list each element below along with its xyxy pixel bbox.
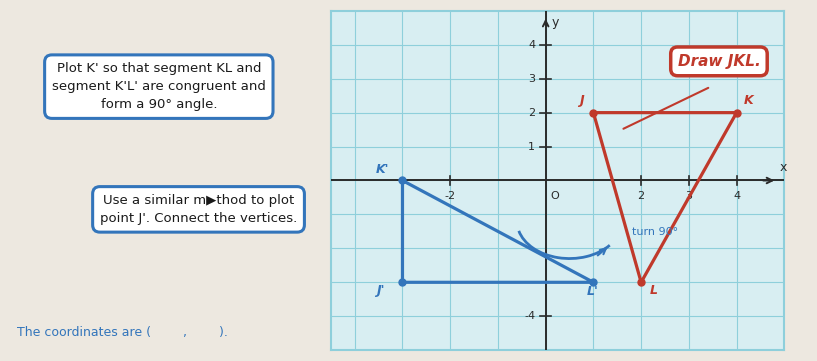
- Text: Use a similar m▶thod to plot
point J'. Connect the vertices.: Use a similar m▶thod to plot point J'. C…: [100, 194, 297, 225]
- Text: Draw JKL.: Draw JKL.: [677, 54, 761, 69]
- Text: x: x: [779, 161, 787, 174]
- Text: K: K: [743, 94, 753, 107]
- Text: 3: 3: [685, 191, 692, 201]
- Text: -2: -2: [444, 191, 456, 201]
- Text: turn 90°: turn 90°: [632, 227, 678, 237]
- Text: K': K': [376, 163, 390, 176]
- Text: 3: 3: [528, 74, 535, 84]
- Text: L: L: [650, 284, 658, 297]
- Text: O: O: [550, 191, 559, 201]
- Text: Plot K' so that segment KL and
segment K'L' are congruent and
form a 90° angle.: Plot K' so that segment KL and segment K…: [52, 62, 266, 111]
- Text: 2: 2: [637, 191, 645, 201]
- Text: -4: -4: [524, 311, 535, 321]
- Text: J': J': [376, 284, 385, 297]
- Text: 4: 4: [733, 191, 740, 201]
- Text: The coordinates are (        ,        ).: The coordinates are ( , ).: [16, 326, 227, 339]
- Text: 2: 2: [528, 108, 535, 118]
- Text: y: y: [551, 16, 559, 29]
- Text: J: J: [579, 94, 583, 107]
- Text: 1: 1: [528, 142, 535, 152]
- Text: 4: 4: [528, 40, 535, 50]
- Text: L': L': [587, 285, 598, 298]
